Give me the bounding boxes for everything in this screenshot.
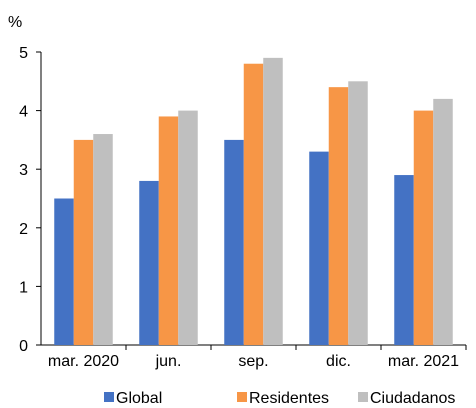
legend-label-residentes: Residentes: [249, 390, 329, 407]
legend-swatch-residentes: [237, 392, 247, 402]
legend-swatch-ciudadanos: [358, 392, 368, 402]
y-tick-label: 3: [19, 162, 28, 179]
bar-global-3: [309, 151, 329, 345]
legend-label-global: Global: [116, 390, 162, 407]
x-tick-label: mar. 2020: [48, 353, 119, 370]
y-tick-label: 5: [19, 45, 28, 62]
bar-residentes-2: [243, 63, 264, 345]
legend-swatch-global: [104, 392, 114, 402]
axes: 0 1 2 3 4 5 mar. 2020 jun. sep. dic. mar. 2021: [19, 45, 467, 370]
bar-ciudadanos-2: [263, 57, 283, 346]
y-tick-label: 2: [19, 221, 28, 238]
bar-residentes-1: [158, 116, 179, 346]
bar-global-2: [224, 139, 244, 345]
x-tick-label: sep.: [238, 353, 268, 370]
x-tick-label: mar. 2021: [388, 353, 459, 370]
bars: [54, 57, 453, 346]
bar-residentes-0: [73, 139, 94, 345]
bar-global-4: [394, 175, 414, 345]
bar-ciudadanos-1: [178, 110, 198, 345]
legend: Global Residentes Ciudadanos: [104, 390, 455, 407]
bar-residentes-4: [413, 110, 434, 345]
y-tick-label: 4: [19, 104, 28, 121]
bar-global-0: [54, 198, 74, 345]
x-tick-label: dic.: [326, 353, 351, 370]
bar-global-1: [139, 180, 159, 345]
y-tick-label: 0: [19, 338, 28, 355]
bar-ciudadanos-4: [433, 98, 453, 345]
y-unit-label: %: [8, 14, 22, 31]
bar-ciudadanos-0: [93, 134, 113, 345]
bar-residentes-3: [328, 87, 349, 345]
bar-ciudadanos-3: [348, 81, 368, 346]
x-tick-label: jun.: [155, 353, 182, 370]
y-tick-label: 1: [19, 279, 28, 296]
legend-label-ciudadanos: Ciudadanos: [370, 390, 455, 407]
